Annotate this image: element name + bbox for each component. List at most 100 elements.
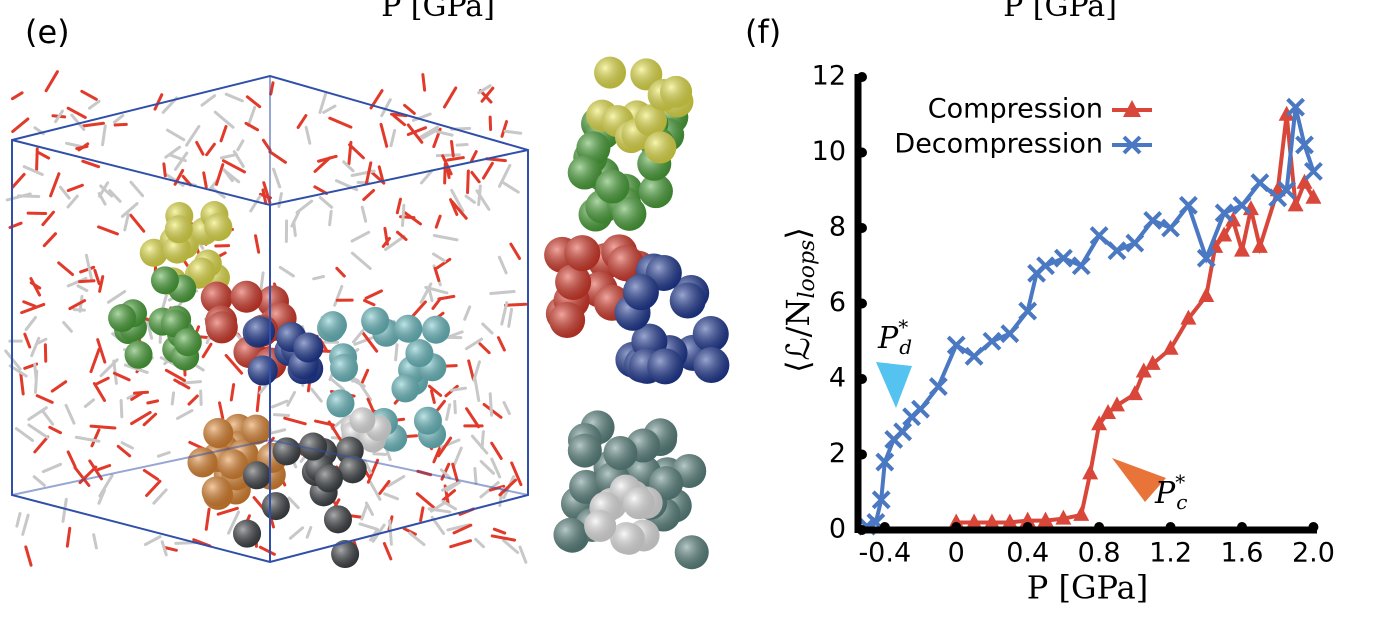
marker xyxy=(1018,301,1038,321)
marker xyxy=(1196,248,1216,268)
bond xyxy=(42,232,58,248)
atom-shade xyxy=(622,487,655,520)
x-tick-label: -0.4 xyxy=(858,538,911,569)
bond xyxy=(304,125,312,145)
label-part: ⟩ xyxy=(779,227,817,239)
bond xyxy=(82,121,106,128)
atom-shade xyxy=(187,447,218,478)
y-tick-label: 10 xyxy=(812,136,846,167)
label-part: loops xyxy=(795,240,820,299)
marker xyxy=(1055,509,1072,525)
bond xyxy=(394,343,399,362)
atom-shade xyxy=(187,257,216,286)
bond xyxy=(427,384,443,397)
marker xyxy=(1053,248,1073,268)
bond xyxy=(11,117,30,134)
bond xyxy=(503,129,523,135)
bond xyxy=(510,461,523,487)
bond xyxy=(415,492,436,509)
bond xyxy=(286,390,297,407)
bond xyxy=(142,468,160,481)
bond xyxy=(442,86,458,109)
atom-shade xyxy=(299,432,328,461)
bond xyxy=(335,266,346,278)
atom-shade xyxy=(217,449,248,480)
bond xyxy=(389,128,397,148)
bond xyxy=(465,407,481,429)
marker xyxy=(1214,203,1234,223)
bond xyxy=(78,279,96,284)
marker xyxy=(875,452,895,472)
marker xyxy=(1135,362,1152,378)
bond xyxy=(222,168,234,183)
atom-shade xyxy=(612,522,645,555)
bond xyxy=(164,145,182,159)
bond xyxy=(490,534,517,542)
bond xyxy=(11,172,26,189)
bond xyxy=(205,142,216,157)
atom-shade xyxy=(638,174,673,209)
atom-shade xyxy=(693,347,730,384)
annotation: P* d xyxy=(877,315,912,359)
bond xyxy=(318,91,328,114)
bond xyxy=(254,234,261,254)
atom-shade xyxy=(326,389,355,418)
bond xyxy=(490,441,503,460)
bond xyxy=(353,335,378,346)
bond xyxy=(146,399,160,405)
bond xyxy=(41,462,63,474)
marker xyxy=(1287,196,1304,212)
marker xyxy=(1108,396,1125,412)
marker xyxy=(1268,188,1288,208)
bond xyxy=(501,538,520,554)
bond xyxy=(403,211,422,226)
bond xyxy=(473,376,481,402)
bond xyxy=(342,160,355,173)
marker xyxy=(1144,354,1161,370)
bond xyxy=(261,188,268,205)
bond xyxy=(10,91,24,101)
atom-shade xyxy=(413,406,442,435)
bond xyxy=(366,458,380,484)
marker xyxy=(1019,511,1036,527)
y-tick xyxy=(857,449,867,460)
pc-arrow xyxy=(1112,458,1166,502)
bond xyxy=(479,459,496,475)
atom-shade xyxy=(567,433,602,468)
y-tick-label: 0 xyxy=(829,514,846,545)
bond xyxy=(441,499,457,511)
bond xyxy=(406,126,428,137)
bond xyxy=(490,457,502,479)
bond xyxy=(424,285,449,295)
bond xyxy=(450,188,465,213)
marker xyxy=(1071,256,1091,276)
marker xyxy=(1091,415,1108,431)
bond xyxy=(328,116,353,129)
marker xyxy=(1143,211,1163,230)
bond xyxy=(202,171,208,189)
bond xyxy=(435,153,461,158)
atom-shade xyxy=(349,407,376,434)
bond xyxy=(83,398,96,408)
bond xyxy=(153,93,164,111)
bond xyxy=(24,315,37,332)
bond xyxy=(227,510,241,535)
bond xyxy=(87,99,101,110)
bond xyxy=(395,230,408,242)
marker xyxy=(1216,226,1233,242)
bond xyxy=(96,463,112,472)
x-tick-label: 0.4 xyxy=(1006,538,1049,569)
atom-shade xyxy=(692,316,729,353)
atom-shade xyxy=(622,274,659,311)
atom-shade xyxy=(555,264,592,301)
bond xyxy=(395,197,402,215)
box-back-edges xyxy=(11,76,529,496)
x-tick-label: 1.2 xyxy=(1149,538,1192,569)
bond xyxy=(269,81,275,96)
label-part: * xyxy=(1175,470,1185,494)
bond xyxy=(185,124,201,147)
bond xyxy=(437,436,453,458)
bond xyxy=(160,540,168,557)
bond xyxy=(35,337,48,346)
